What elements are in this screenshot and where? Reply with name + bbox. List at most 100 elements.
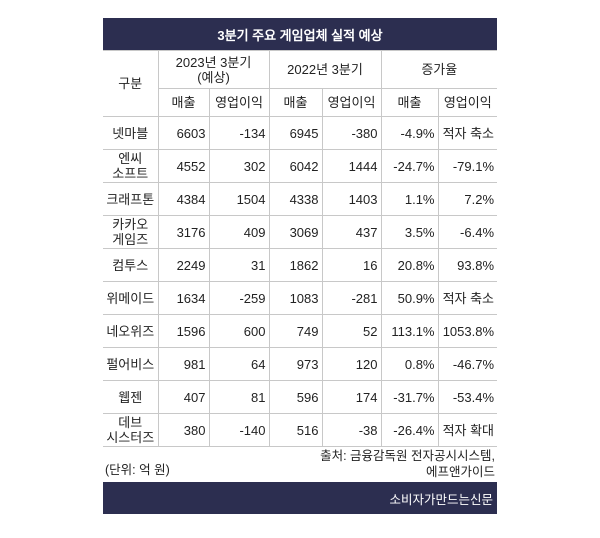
cell: 973 bbox=[268, 347, 323, 381]
company: 크래프톤 bbox=[103, 182, 159, 216]
table: 구분 2023년 3분기 (예상) 2022년 3분기 증가율 매출 영업이익 매출 영업이익 매… bbox=[103, 50, 498, 447]
cell: 2249 bbox=[157, 248, 210, 282]
data-row: 넷마블 6603 -134 6945 -380 -4.9% 적자 축소 bbox=[103, 116, 498, 150]
company: 컴투스 bbox=[103, 248, 159, 282]
data-row: 웹젠 407 81 596 174 -31.7% -53.4% bbox=[103, 380, 498, 414]
data-row: 크래프톤 4384 1504 4338 1403 1.1% 7.2% bbox=[103, 182, 498, 216]
group-header: 2022년 3분기 bbox=[268, 50, 382, 89]
text-line: 시스터즈 bbox=[106, 430, 155, 445]
text-line: 게임즈 bbox=[112, 232, 149, 247]
cell: 6603 bbox=[157, 116, 210, 150]
cell: 64 bbox=[208, 347, 270, 381]
footer: 소비자가만드는신문 bbox=[103, 482, 497, 514]
text-line: 증가율 bbox=[421, 62, 458, 77]
cell: 4384 bbox=[157, 182, 210, 216]
cell: 1444 bbox=[321, 149, 382, 183]
data-row: 펄어비스 981 64 973 120 0.8% -46.7% bbox=[103, 347, 498, 381]
cell: 4338 bbox=[268, 182, 323, 216]
company: 데브 시스터즈 bbox=[103, 413, 159, 447]
cell: -281 bbox=[321, 281, 382, 315]
text-line: 웹젠 bbox=[118, 389, 143, 405]
cell: -380 bbox=[321, 116, 382, 150]
cell: -24.7% bbox=[380, 149, 439, 183]
subheader: 영업이익 bbox=[437, 88, 498, 117]
text-line: 크래프톤 bbox=[106, 191, 155, 207]
cell: 적자 축소 bbox=[437, 281, 498, 315]
cell: -31.7% bbox=[380, 380, 439, 414]
text-line: 넷마블 bbox=[112, 125, 149, 141]
cell: 1862 bbox=[268, 248, 323, 282]
cell: 749 bbox=[268, 314, 323, 348]
cell: 6945 bbox=[268, 116, 323, 150]
cell: -46.7% bbox=[437, 347, 498, 381]
company: 웹젠 bbox=[103, 380, 159, 414]
text-line: 데브 bbox=[118, 415, 143, 430]
company: 카카오 게임즈 bbox=[103, 215, 159, 249]
cell: -53.4% bbox=[437, 380, 498, 414]
cell: 1.1% bbox=[380, 182, 439, 216]
cell: -26.4% bbox=[380, 413, 439, 447]
cell: 0.8% bbox=[380, 347, 439, 381]
subheader-row: 매출 영업이익 매출 영업이익 매출 영업이익 bbox=[103, 88, 498, 117]
text-line: 위메이드 bbox=[106, 290, 155, 306]
group-label: 구분 bbox=[103, 50, 159, 117]
cell: 981 bbox=[157, 347, 210, 381]
cell: 7.2% bbox=[437, 182, 498, 216]
text-line: 엔씨 bbox=[118, 151, 143, 166]
data-row: 컴투스 2249 31 1862 16 20.8% 93.8% bbox=[103, 248, 498, 282]
text-line: 2023년 3분기 bbox=[175, 54, 252, 70]
subheader: 매출 bbox=[380, 88, 439, 117]
cell: 409 bbox=[208, 215, 270, 249]
title: 3분기 주요 게임업체 실적 예상 bbox=[103, 18, 497, 50]
text-line: 카카오 bbox=[112, 217, 149, 232]
text-line: 네오위즈 bbox=[106, 323, 155, 339]
company: 네오위즈 bbox=[103, 314, 159, 348]
cell: -4.9% bbox=[380, 116, 439, 150]
text-line: 2022년 3분기 bbox=[287, 62, 363, 77]
cell: 407 bbox=[157, 380, 210, 414]
cell: 437 bbox=[321, 215, 382, 249]
header-row: 구분 2023년 3분기 (예상) 2022년 3분기 증가율 bbox=[103, 50, 498, 117]
company: 엔씨 소프트 bbox=[103, 149, 159, 183]
text-line: 펄어비스 bbox=[106, 356, 155, 372]
cell: -134 bbox=[208, 116, 270, 150]
text-line: 출처: 금융감독원 전자공시시스템, bbox=[320, 449, 495, 463]
cell: 31 bbox=[208, 248, 270, 282]
cell: -38 bbox=[321, 413, 382, 447]
company: 넷마블 bbox=[103, 116, 159, 150]
data-row: 네오위즈 1596 600 749 52 113.1% 1053.8% bbox=[103, 314, 498, 348]
cell: 16 bbox=[321, 248, 382, 282]
cell: 적자 축소 bbox=[437, 116, 498, 150]
company: 위메이드 bbox=[103, 281, 159, 315]
source: 출처: 금융감독원 전자공시시스템, 에프앤가이드 bbox=[320, 448, 495, 480]
subheader: 매출 bbox=[157, 88, 210, 117]
cell: 6042 bbox=[268, 149, 323, 183]
cell: 3176 bbox=[157, 215, 210, 249]
cell: 302 bbox=[208, 149, 270, 183]
cell: 516 bbox=[268, 413, 323, 447]
cell: 1504 bbox=[208, 182, 270, 216]
cell: 600 bbox=[208, 314, 270, 348]
company: 펄어비스 bbox=[103, 347, 159, 381]
cell: 1403 bbox=[321, 182, 382, 216]
infographic: 3분기 주요 게임업체 실적 예상 구분 2023년 3분기 (예상) 2022년 3… bbox=[103, 18, 498, 514]
text-line: 에프앤가이드 bbox=[425, 465, 495, 479]
cell: 93.8% bbox=[437, 248, 498, 282]
cell: 174 bbox=[321, 380, 382, 414]
cell: 적자 확대 bbox=[437, 413, 498, 447]
cell: -259 bbox=[208, 281, 270, 315]
subheader: 매출 bbox=[268, 88, 323, 117]
cell: 81 bbox=[208, 380, 270, 414]
data-row: 데브 시스터즈 380 -140 516 -38 -26.4% 적자 확대 bbox=[103, 413, 498, 447]
group-header: 증가율 bbox=[380, 50, 498, 89]
cell: 1596 bbox=[157, 314, 210, 348]
data-row: 카카오 게임즈 3176 409 3069 437 3.5% -6.4% bbox=[103, 215, 498, 249]
cell: 3.5% bbox=[380, 215, 439, 249]
cell: -79.1% bbox=[437, 149, 498, 183]
cell: 20.8% bbox=[380, 248, 439, 282]
cell: 1083 bbox=[268, 281, 323, 315]
cell: 50.9% bbox=[380, 281, 439, 315]
cell: -140 bbox=[208, 413, 270, 447]
text-line: 소프트 bbox=[112, 166, 149, 181]
